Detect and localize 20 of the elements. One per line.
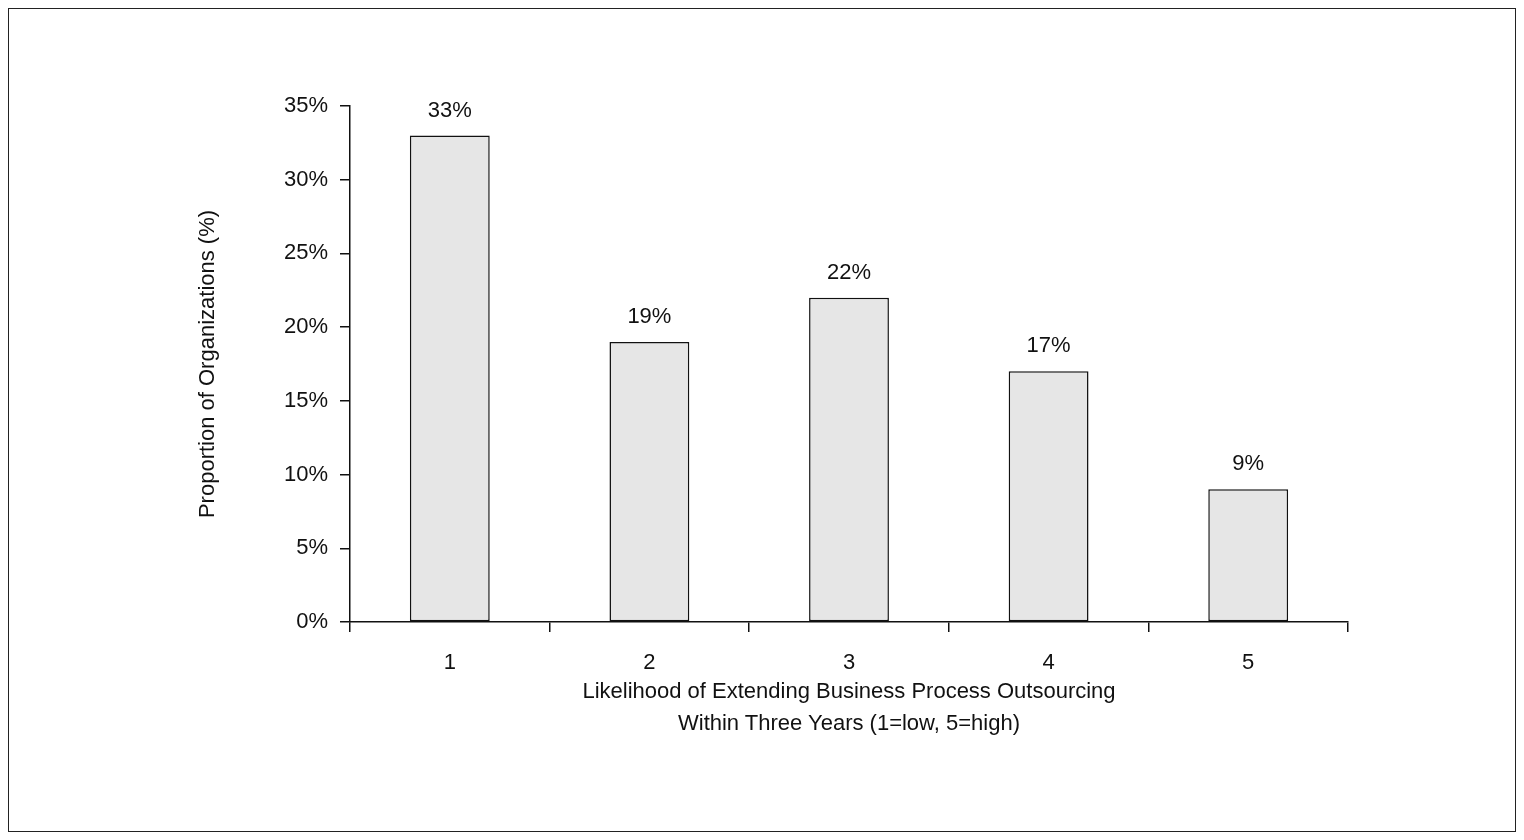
y-tick-label: 30%	[283, 165, 328, 191]
y-tick-label: 15%	[283, 386, 328, 412]
x-axis-title: Likelihood of Extending Business Process Outsourcing Within Three Years (1=low, 5=high)	[582, 678, 1116, 736]
x-tick-label: 5	[1242, 649, 1255, 675]
y-tick-label: 25%	[283, 239, 328, 265]
y-tick-label: 10%	[283, 460, 328, 486]
y-tick-label: 5%	[296, 534, 328, 560]
y-tick-label: 0%	[296, 608, 328, 634]
x-tick-label: 4	[1042, 649, 1055, 675]
data-label: 19%	[627, 302, 672, 328]
x-tick-label: 2	[643, 649, 656, 675]
x-tick-label: 3	[842, 649, 856, 675]
y-tick-label: 20%	[283, 313, 328, 339]
x-tick-label: 1	[443, 649, 456, 675]
data-label: 17%	[1026, 332, 1071, 358]
y-tick-label: 35%	[283, 92, 328, 118]
data-label: 22%	[826, 258, 872, 284]
data-label: 9%	[1232, 450, 1265, 476]
y-axis-title: Proportion of Organizations (%)	[194, 209, 220, 519]
data-label: 33%	[427, 96, 472, 122]
